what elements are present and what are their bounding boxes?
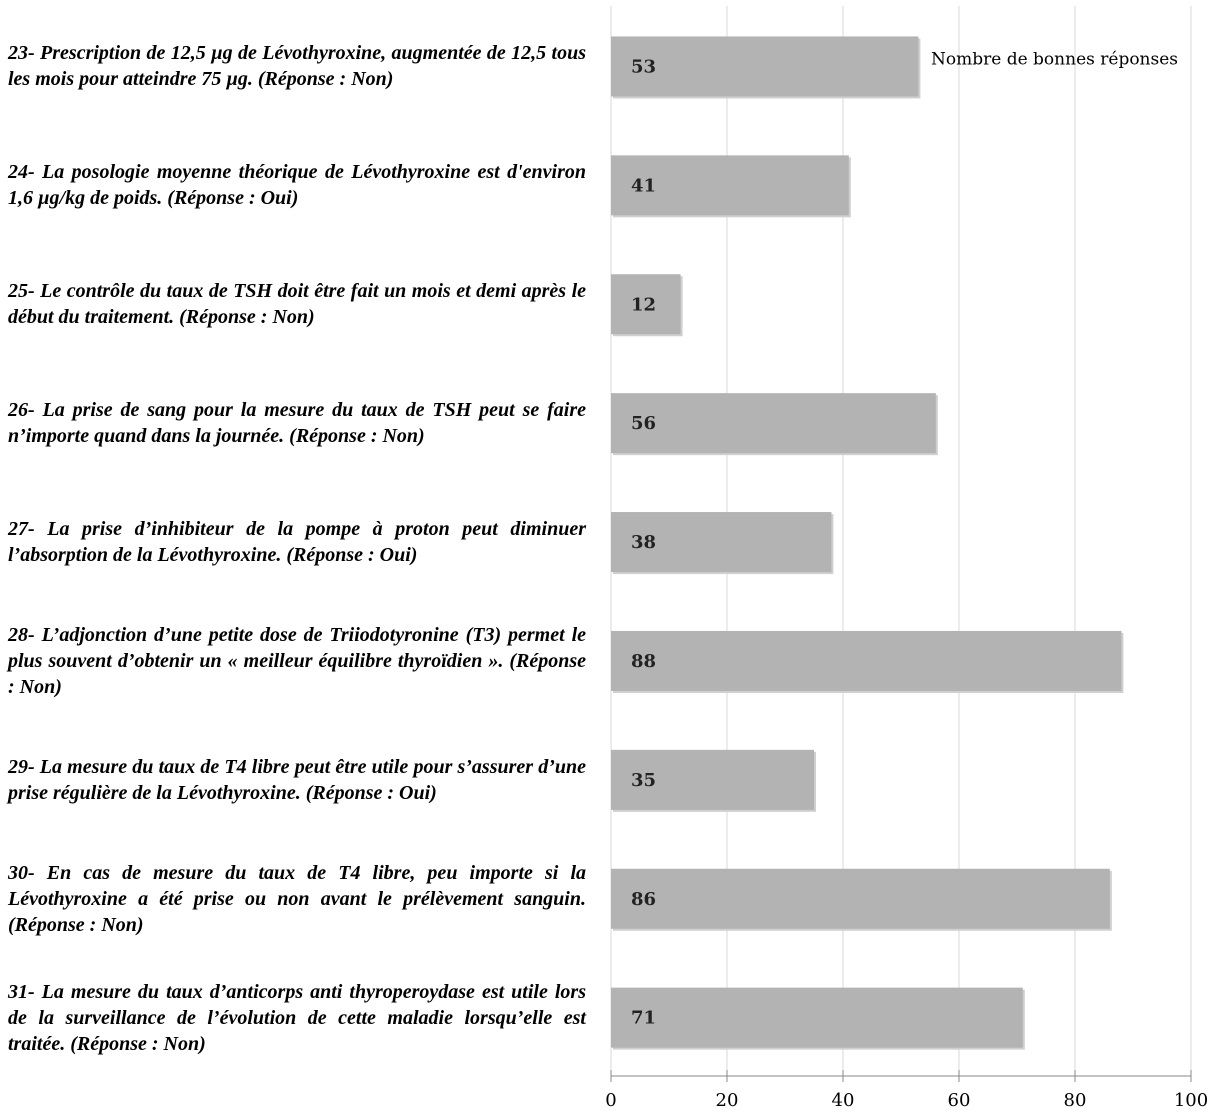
category-label-box: 25- Le contrôle du taux de TSH doit être… (8, 245, 586, 363)
bar (611, 630, 1122, 691)
category-label: 23- Prescription de 12,5 µg de Lévothyro… (8, 42, 586, 91)
x-tick-label: 60 (948, 1090, 971, 1111)
category-label: 31- La mesure du taux d’anticorps anti t… (8, 980, 586, 1055)
category-label-box: 28- L’adjonction d’une petite dose de Tr… (8, 602, 586, 720)
legend-label: Nombre de bonnes réponses (931, 50, 1178, 70)
data-label: 35 (631, 770, 656, 791)
x-tick-label: 20 (716, 1090, 739, 1111)
category-label-box: 26- La prise de sang pour la mesure du t… (8, 364, 586, 482)
data-label: 71 (631, 1008, 656, 1029)
bar (611, 155, 849, 216)
category-label: 25- Le contrôle du taux de TSH doit être… (8, 280, 586, 329)
category-label-box: 29- La mesure du taux de T4 libre peut ê… (8, 721, 586, 839)
bar (611, 393, 936, 454)
data-label: 56 (631, 413, 656, 434)
category-label-box: 24- La posologie moyenne théorique de Lé… (8, 126, 586, 244)
category-label: 29- La mesure du taux de T4 libre peut ê… (8, 755, 586, 804)
bar (611, 868, 1110, 929)
x-tick-label: 100 (1174, 1090, 1208, 1111)
category-label: 27- La prise d’inhibiteur de la pompe à … (8, 518, 586, 567)
category-label-box: 27- La prise d’inhibiteur de la pompe à … (8, 483, 586, 601)
bar (611, 987, 1023, 1048)
x-tick-label: 0 (605, 1090, 616, 1111)
category-label: 30- En cas de mesure du taux de T4 libre… (8, 861, 586, 936)
data-label: 38 (631, 532, 656, 553)
x-tick-label: 80 (1064, 1090, 1087, 1111)
data-label: 41 (631, 175, 656, 196)
data-label: 12 (631, 294, 656, 315)
data-label: 53 (631, 56, 656, 77)
category-label-box: 31- La mesure du taux d’anticorps anti t… (8, 959, 586, 1077)
bar (611, 36, 919, 97)
data-label: 86 (631, 889, 656, 910)
category-label: 28- L’adjonction d’une petite dose de Tr… (8, 623, 586, 698)
data-label: 88 (631, 651, 656, 672)
bar (611, 274, 681, 335)
plot: 0 20 40 60 80 100 53 41 12 56 38 88 35 86 71 (605, 6, 1208, 1111)
category-label: 24- La posologie moyenne théorique de Lé… (8, 161, 586, 210)
x-tick-label: 40 (832, 1090, 855, 1111)
bar (611, 512, 832, 573)
bar (611, 749, 814, 810)
category-label: 26- La prise de sang pour la mesure du t… (8, 399, 586, 448)
category-label-box: 30- En cas de mesure du taux de T4 libre… (8, 840, 586, 958)
category-label-box: 23- Prescription de 12,5 µg de Lévothyro… (8, 7, 586, 125)
